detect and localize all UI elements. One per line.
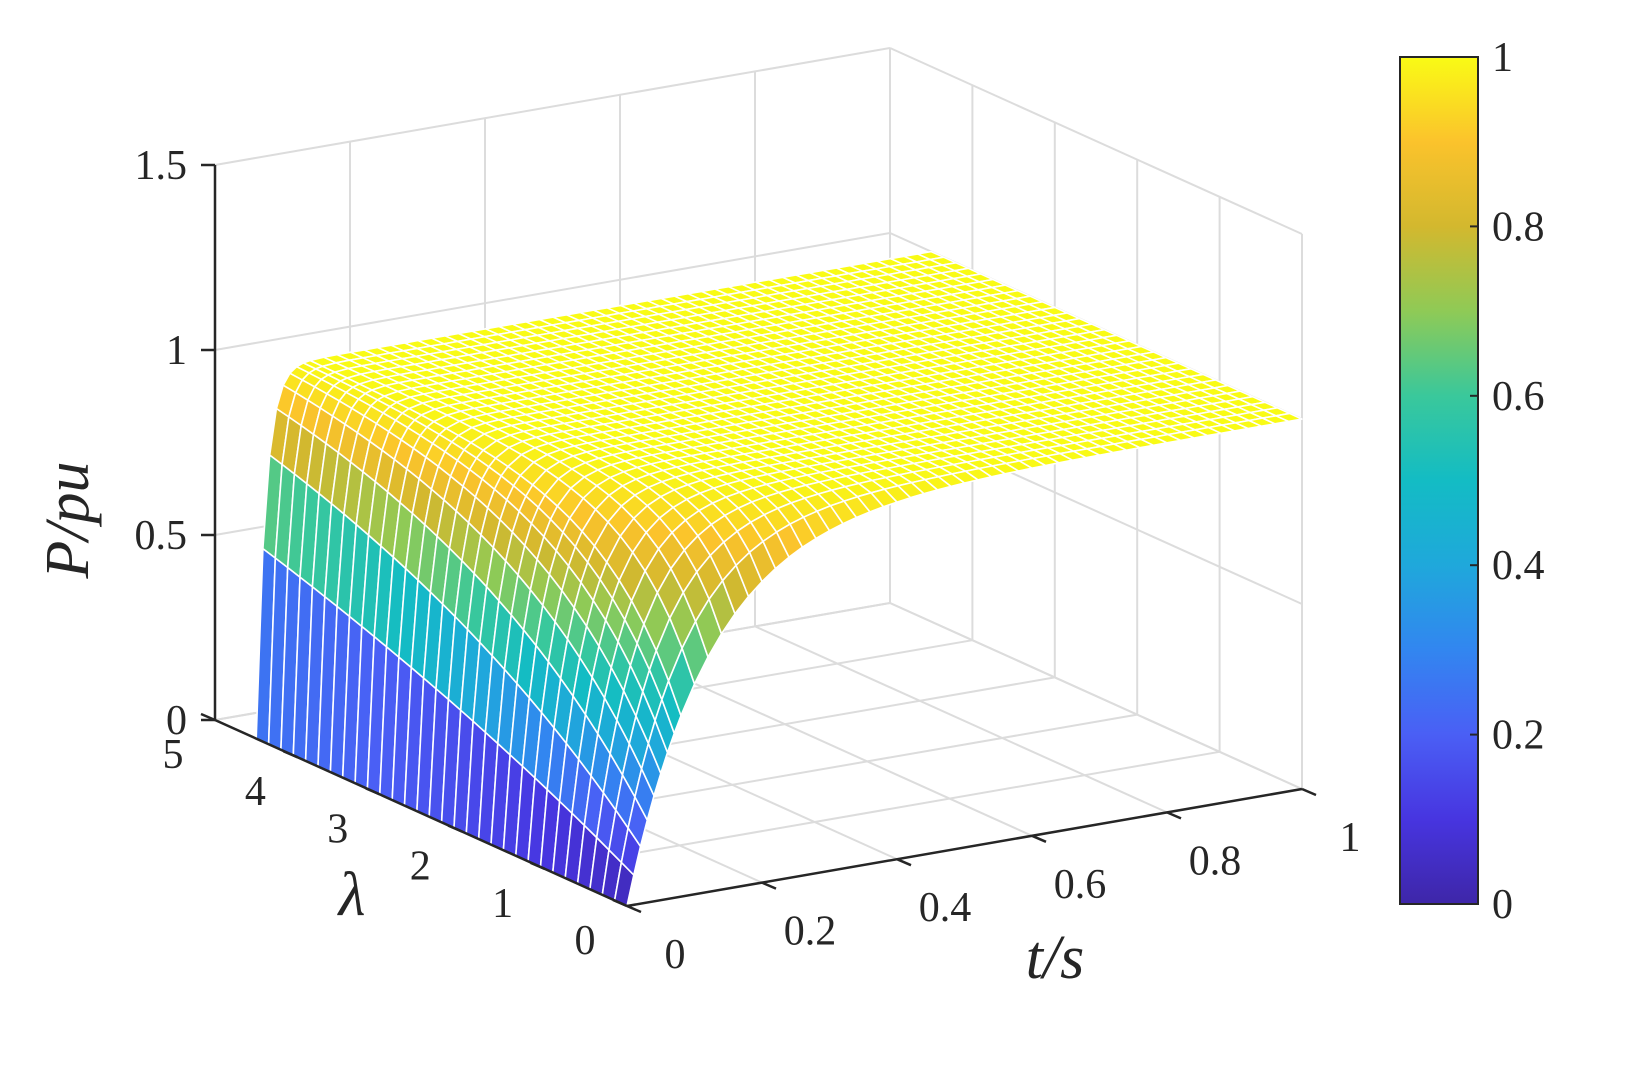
back-wall-gridline xyxy=(214,47,891,166)
back-wall-gridline xyxy=(214,232,891,351)
x-tick-label: 0.6 xyxy=(1054,862,1107,908)
x-tick-mark xyxy=(761,881,777,890)
y-tick-label: 1 xyxy=(492,881,513,927)
x-tick-label: 0.4 xyxy=(919,885,972,931)
y-axis-label: λ xyxy=(337,861,366,929)
x-axis-line xyxy=(626,787,1303,908)
z-tick-label: 1.5 xyxy=(135,143,188,189)
colorbar-gradient xyxy=(1399,56,1479,905)
surface-patch xyxy=(1275,412,1303,423)
x-tick-label: 0 xyxy=(665,932,686,978)
y-tick-mark xyxy=(447,824,463,833)
x-tick-label: 1 xyxy=(1340,815,1361,861)
colorbar-tick-label: 0.4 xyxy=(1492,543,1545,589)
y-tick-mark xyxy=(282,750,298,759)
z-axis-label: P/pu xyxy=(34,461,102,579)
side-wall-gridline xyxy=(889,602,1303,790)
side-wall-gridline xyxy=(889,47,1303,235)
y-tick-label: 4 xyxy=(245,769,266,815)
y-tick-label: 0 xyxy=(575,918,596,964)
surface-mesh xyxy=(255,250,1303,907)
colorbar-tick-label: 0.6 xyxy=(1492,374,1545,420)
y-tick-mark xyxy=(612,898,628,908)
y-tick-label: 5 xyxy=(163,732,184,778)
x-tick-label: 0.2 xyxy=(784,909,837,955)
floor-gridline xyxy=(544,750,1220,870)
y-tick-label: 3 xyxy=(327,806,348,852)
x-tick-label: 0.8 xyxy=(1189,838,1242,884)
floor-gridline xyxy=(754,625,1168,814)
z-tick-label: 0.5 xyxy=(135,513,188,559)
x-tick-mark xyxy=(1166,811,1182,820)
colorbar-tick-label: 0 xyxy=(1492,882,1513,928)
colorbar: 0 0.2 0.4 0.6 0.8 1 xyxy=(1399,35,1545,928)
y-tick-mark xyxy=(365,787,381,796)
x-tick-mark xyxy=(896,858,912,867)
x-tick-mark xyxy=(626,904,642,914)
x-tick-mark xyxy=(1301,787,1317,797)
x-axis-label: t/s xyxy=(1026,924,1085,992)
colorbar-tick-label: 0.2 xyxy=(1492,713,1545,759)
x-tick-mark xyxy=(1031,834,1047,843)
z-tick-label: 0 xyxy=(166,698,187,744)
y-tick-mark xyxy=(530,861,546,870)
z-tick-label: 1 xyxy=(166,328,187,374)
colorbar-tick-label: 1 xyxy=(1492,35,1513,81)
colorbar-tick-label: 0.8 xyxy=(1492,204,1545,250)
y-tick-label: 2 xyxy=(410,844,431,890)
